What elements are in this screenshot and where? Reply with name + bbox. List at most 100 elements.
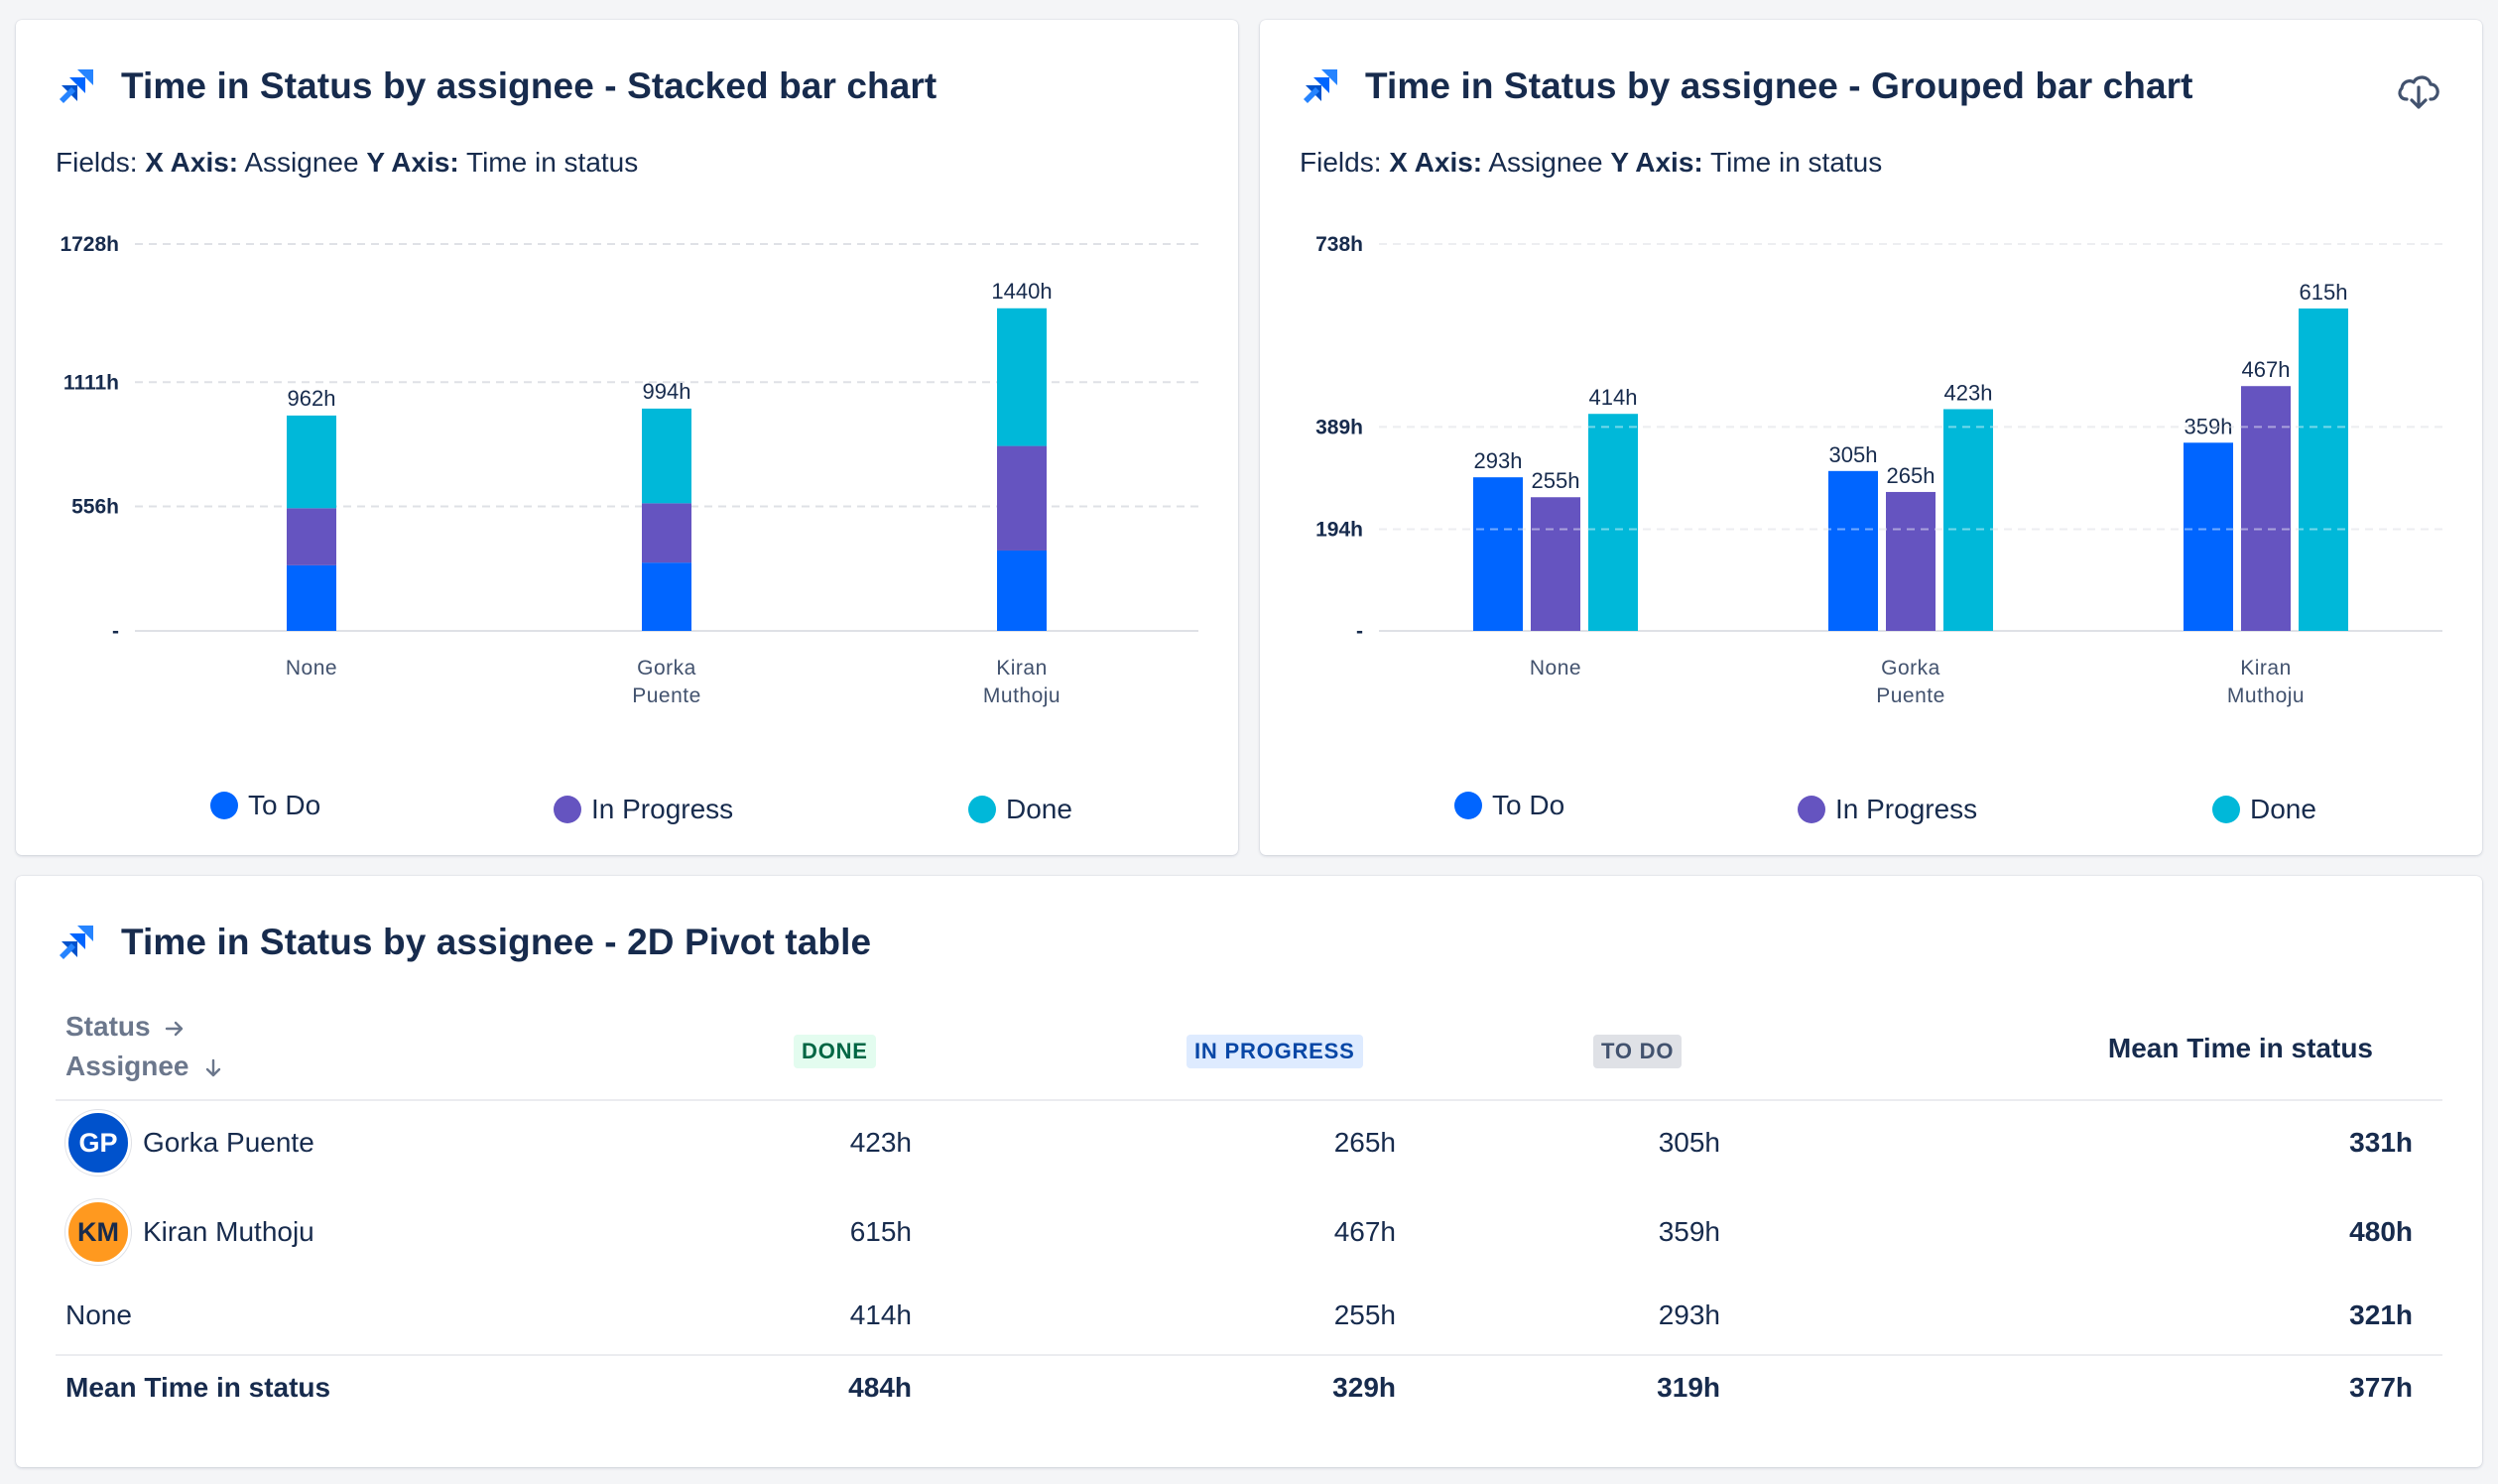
bar-value-label: 255h xyxy=(1532,468,1580,493)
x-axis-label: X Axis: xyxy=(1389,147,1483,178)
x-tick-label: Muthoju xyxy=(983,684,1061,707)
status-axis-header: Status xyxy=(65,1011,186,1043)
y-tick-label: 1728h xyxy=(60,233,119,256)
grouped-chart-header: Time in Status by assignee - Grouped bar… xyxy=(1300,65,2193,107)
x-axis-value: Assignee xyxy=(244,147,359,178)
x-axis-label: X Axis: xyxy=(145,147,239,178)
legend-item-todo[interactable]: To Do xyxy=(210,790,320,821)
stacked-bar-chart: - 556h 1111h 1728h None 962h Gorka Puente 994h Ki… xyxy=(60,233,1198,707)
cell-done: 423h xyxy=(849,1127,912,1158)
avatar[interactable]: KM xyxy=(65,1199,131,1265)
pivot-header: Time in Status by assignee - 2D Pivot ta… xyxy=(56,922,871,963)
y-tick-label: 738h xyxy=(1315,233,1363,256)
bar-segment-in-progress xyxy=(997,445,1047,551)
legend-dot-todo xyxy=(1454,792,1482,819)
bar-value-label: 305h xyxy=(1829,442,1878,467)
bar-value-label: 265h xyxy=(1887,463,1936,488)
bar-total-label: 1440h xyxy=(991,279,1052,304)
bar-done xyxy=(1943,409,1993,631)
avatar-initials: GP xyxy=(78,1127,118,1158)
assignee-name: Gorka Puente xyxy=(143,1127,314,1158)
footer-todo: 319h xyxy=(1657,1372,1720,1403)
legend-dot-in-progress xyxy=(1798,796,1825,823)
pivot-table-card: Time in Status by assignee - 2D Pivot ta… xyxy=(16,876,2482,1467)
bar-done xyxy=(2299,309,2348,631)
column-header-done[interactable]: DONE xyxy=(794,1035,876,1068)
jira-logo-icon xyxy=(60,926,93,959)
bar-todo xyxy=(1828,470,1878,631)
y-tick-label: - xyxy=(112,620,119,643)
x-tick-label: Gorka xyxy=(637,657,696,680)
cell-mean: 480h xyxy=(2349,1216,2413,1247)
avatar[interactable]: GP xyxy=(65,1110,131,1175)
status-header-label: Status xyxy=(65,1011,151,1042)
assignee-axis-header: Assignee xyxy=(65,1051,224,1082)
y-tick-label: - xyxy=(1356,620,1363,643)
legend-item-in-progress[interactable]: In Progress xyxy=(1798,794,1977,825)
cell-todo: 305h xyxy=(1658,1127,1720,1158)
stacked-chart-title: Time in Status by assignee - Stacked bar… xyxy=(121,65,937,106)
bar-value-label: 423h xyxy=(1944,380,1993,405)
legend-label-in-progress: In Progress xyxy=(1835,794,1978,824)
y-axis-value: Time in status xyxy=(466,147,639,178)
jira-logo-icon xyxy=(60,69,93,103)
header-divider xyxy=(56,1099,2442,1101)
grouped-chart-card: Time in Status by assignee - Grouped bar… xyxy=(1260,20,2482,855)
stacked-chart-header: Time in Status by assignee - Stacked bar… xyxy=(56,65,937,107)
legend-label-in-progress: In Progress xyxy=(591,794,734,824)
legend-dot-done xyxy=(2212,796,2240,823)
bar-segment-todo xyxy=(642,562,691,631)
cell-todo: 359h xyxy=(1658,1216,1720,1247)
bar-segment-todo xyxy=(997,550,1047,631)
legend-item-todo[interactable]: To Do xyxy=(1454,790,1564,821)
legend-label-todo: To Do xyxy=(248,790,321,820)
bar-value-label: 359h xyxy=(2185,414,2233,438)
grouped-bar-chart: - 194h 389h 738h None 293h 255h 414h Gorka Puente… xyxy=(1315,233,2442,707)
assignee-name: None xyxy=(65,1299,132,1330)
column-header-in-progress[interactable]: IN PROGRESS xyxy=(1187,1035,1363,1068)
arrow-right-icon xyxy=(166,1021,184,1036)
grouped-chart-fields: Fields: X Axis: Assignee Y Axis: Time in… xyxy=(1300,147,1882,179)
x-tick-label: Puente xyxy=(632,684,701,707)
cell-mean: 321h xyxy=(2349,1299,2413,1330)
stacked-chart-legend: To Do In Progress Done xyxy=(16,784,1238,833)
bar-todo xyxy=(1473,477,1523,631)
bar-segment-done xyxy=(287,415,336,509)
legend-item-in-progress[interactable]: In Progress xyxy=(554,794,733,825)
avatar-initials: KM xyxy=(77,1216,119,1247)
cell-done: 615h xyxy=(849,1216,912,1247)
y-tick-label: 389h xyxy=(1315,416,1363,438)
footer-label: Mean Time in status xyxy=(65,1372,331,1403)
legend-label-todo: To Do xyxy=(1492,790,1565,820)
stacked-chart-fields: Fields: X Axis: Assignee Y Axis: Time in… xyxy=(56,147,638,179)
legend-dot-done xyxy=(968,796,996,823)
bar-value-label: 467h xyxy=(2242,357,2291,382)
column-header-todo[interactable]: TO DO xyxy=(1593,1035,1683,1068)
column-header-mean[interactable]: Mean Time in status xyxy=(2107,1033,2373,1063)
cell-done: 414h xyxy=(849,1299,912,1330)
x-tick-label: None xyxy=(1530,657,1581,680)
bar-total-label: 994h xyxy=(643,379,691,404)
bar-done xyxy=(1588,414,1638,631)
grouped-chart-title: Time in Status by assignee - Grouped bar… xyxy=(1365,65,2193,106)
bar-segment-in-progress xyxy=(287,508,336,565)
bar-segment-todo xyxy=(287,564,336,631)
footer-mean: 377h xyxy=(2349,1372,2413,1403)
table-row: KM Kiran Muthoju xyxy=(65,1199,314,1265)
legend-item-done[interactable]: Done xyxy=(968,794,1072,825)
cloud-download-icon[interactable] xyxy=(2395,69,2442,111)
x-tick-label: Puente xyxy=(1876,684,1945,707)
legend-item-done[interactable]: Done xyxy=(2212,794,2316,825)
x-tick-label: Gorka xyxy=(1881,657,1940,680)
bar-total-label: 962h xyxy=(288,386,336,411)
legend-label-done: Done xyxy=(2250,794,2316,824)
x-tick-label: Muthoju xyxy=(2227,684,2305,707)
assignee-name: Kiran Muthoju xyxy=(143,1216,314,1247)
x-axis-value: Assignee xyxy=(1488,147,1603,178)
table-row: GP Gorka Puente xyxy=(65,1110,314,1175)
grouped-chart-legend: To Do In Progress Done xyxy=(1260,784,2482,833)
arrow-down-icon xyxy=(206,1058,221,1076)
y-tick-label: 556h xyxy=(71,496,119,519)
table-row: None xyxy=(65,1299,132,1331)
bar-segment-done xyxy=(997,308,1047,446)
